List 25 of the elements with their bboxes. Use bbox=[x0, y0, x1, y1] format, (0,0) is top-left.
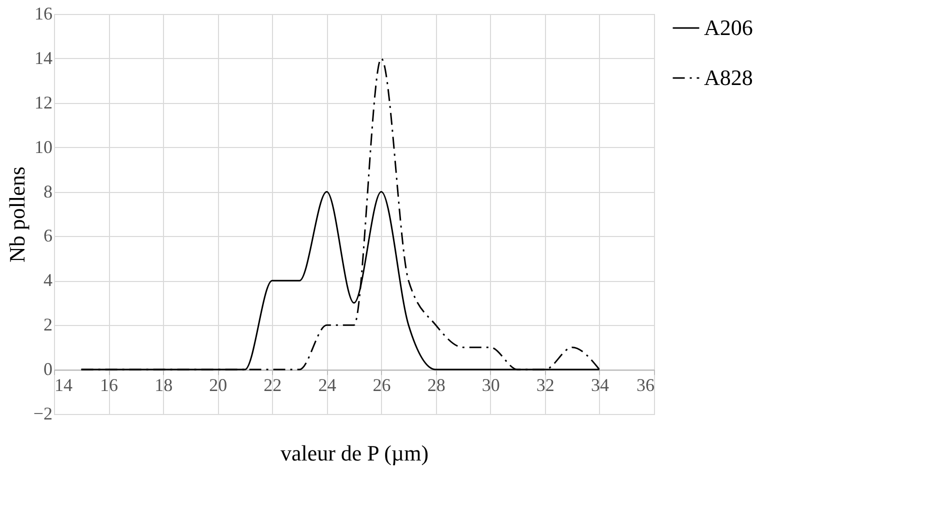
y-tick-label: 16 bbox=[34, 4, 52, 24]
y-tick-label: 10 bbox=[34, 136, 52, 157]
x-tick-label: 22 bbox=[264, 375, 282, 396]
legend-label: A828 bbox=[704, 65, 753, 90]
x-axis-title: valeur de P (µm) bbox=[280, 440, 429, 466]
x-tick-label: 32 bbox=[536, 375, 554, 396]
x-tick-label: 24 bbox=[318, 375, 336, 396]
y-tick-label: 12 bbox=[34, 92, 52, 112]
y-tick-label: 6 bbox=[44, 226, 52, 246]
y-tick-label: 4 bbox=[44, 270, 52, 290]
y-tick-label: −2 bbox=[33, 404, 52, 424]
x-tick-label: 18 bbox=[154, 375, 173, 396]
y-tick-label: 0 bbox=[44, 359, 52, 380]
x-tick-label: 36 bbox=[636, 375, 654, 396]
y-tick-label: 2 bbox=[44, 314, 52, 335]
x-tick-label: 34 bbox=[590, 375, 609, 396]
y-tick-label: 8 bbox=[44, 181, 52, 202]
x-tick-label: 16 bbox=[100, 375, 118, 396]
x-tick-label: 26 bbox=[372, 375, 391, 396]
y-tick-label: 14 bbox=[34, 48, 52, 68]
y-axis-title: Nb pollens bbox=[4, 166, 30, 262]
x-tick-label: 20 bbox=[209, 375, 228, 396]
legend-label: A206 bbox=[704, 15, 753, 40]
x-tick-label: 30 bbox=[482, 375, 500, 396]
x-tick-label: 28 bbox=[427, 375, 446, 396]
